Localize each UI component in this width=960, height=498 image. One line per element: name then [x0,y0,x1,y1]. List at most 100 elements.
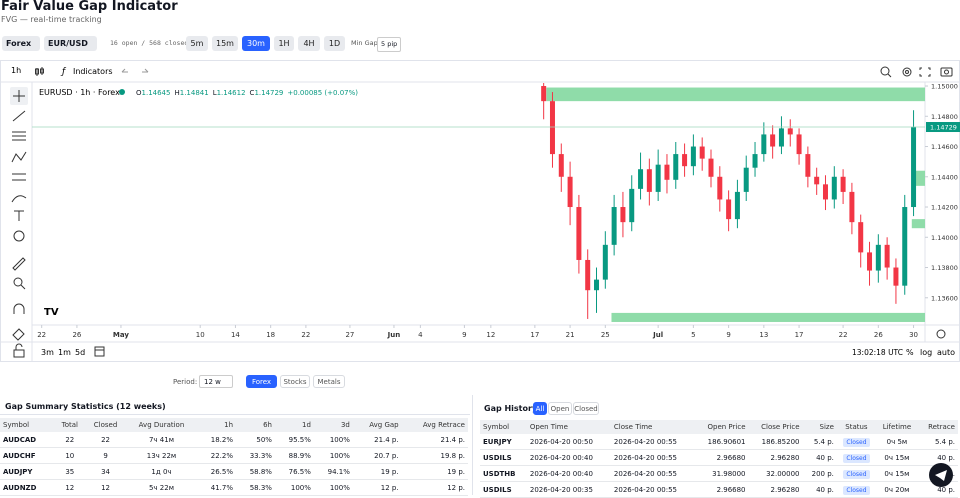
legend-label: C [250,89,255,97]
timeframe-button[interactable]: 1H [274,36,294,51]
scale-option[interactable]: auto [937,348,955,357]
table-cell: AUDCAD [0,432,55,448]
interval-button[interactable]: 1h [11,66,21,75]
timeframe-button[interactable]: 1D [324,36,345,51]
x-tick-label: 14 [231,331,240,339]
y-tick-label: 1.15000 [931,83,958,91]
x-tick-label: 27 [345,331,354,339]
range-button[interactable]: 5d [75,348,85,357]
date-range-icon[interactable] [94,346,105,357]
table-cell: Closed [836,465,876,482]
candle-body [585,259,591,291]
header-row: Symbol Open Time Close Time Open Price Close… [480,420,958,434]
table-cell: 2026-04-20 00:55 [610,481,695,498]
telegram-button[interactable] [928,462,954,488]
history-tab[interactable]: Open [548,402,572,415]
candle-body [778,128,784,147]
column-header: Retrace [917,420,958,434]
legend-value: 1.14612 [217,89,246,97]
candle-body [814,176,820,185]
x-tick-label: 13 [759,331,768,339]
table-cell: 22 [54,432,86,448]
x-tick-label: 12 [486,331,495,339]
settings-icon[interactable] [936,329,946,339]
candle-body [884,244,890,268]
redo-icon[interactable] [142,68,149,73]
market-tab[interactable]: Forex [246,375,277,388]
undo-icon[interactable] [121,68,128,73]
column-header: Closed [85,418,126,432]
market-select[interactable]: Forex [2,36,40,51]
y-tick-label: 1.13600 [931,294,958,302]
legend-change: +0.00085 (+0.07%) [287,89,358,97]
table-cell: 21.4 p. [401,432,468,448]
timeframe-button[interactable]: 5m [186,36,208,51]
history-tab[interactable]: Closed [573,402,599,415]
column-header: Open Price [694,420,749,434]
candle-body [549,101,555,155]
x-tick-label: 22 [37,331,46,339]
market-tab[interactable]: Metals [313,375,345,388]
table-cell: 19 p. [352,463,402,480]
drawing-tools[interactable] [10,87,28,358]
table-cell: AUDNZD [0,479,55,496]
table-cell: 2026-04-20 00:35 [526,481,611,498]
table-cell: 186.85200 [748,434,803,450]
candle-body [822,184,828,200]
indicators-button[interactable]: Indicators [73,67,113,76]
status-badge: Closed [843,437,870,447]
indicators-icon[interactable]: ƒ [60,67,67,77]
table-cell: 0ч 5м [875,434,918,450]
toolbar-right-icons[interactable] [880,66,953,78]
table-cell: 32.00000 [748,465,803,482]
table-cell: 40 p. [802,481,837,498]
price-tag-label: 1.14729 [930,124,957,132]
period-select[interactable]: 12 w [199,375,233,388]
legend-value: 1.14645 [142,89,171,97]
candle-type-icon[interactable] [35,67,44,76]
table-cell: 200 p. [802,465,837,482]
scale-option[interactable]: log [920,348,932,357]
timeframe-button[interactable]: 4H [298,36,320,51]
timeframe-button[interactable]: 15m [212,36,238,51]
range-button[interactable]: 3m [41,348,54,357]
timeframe-button[interactable]: 30m [242,36,270,51]
x-tick-label: 5 [691,331,695,339]
table-cell: 1д 0ч [125,463,198,480]
candle-body [858,222,864,253]
scale-option[interactable]: % [906,348,914,357]
tv-logo: TV [44,307,59,318]
status-badge: Closed [843,453,870,463]
symbol-select[interactable]: EUR/USD [44,36,97,51]
candle-body [646,169,652,192]
candle-body [743,167,749,192]
min-gap-input[interactable]: 5 pip [377,37,402,52]
chart-footer: 3m 1m 5d 13:02:18 UTC% log auto [41,348,955,357]
summary-table: Symbol Total Closed Avg Duration 1h 6h 1d 3d Avg… [0,418,468,496]
candle-body [867,252,873,271]
x-tick-label: 30 [909,331,918,339]
column-header: Symbol [480,420,527,434]
range-button[interactable]: 1m [58,348,71,357]
summary-panel: Symbol Total Closed Avg Duration 1h 6h 1d 3d Avg… [0,414,470,496]
market-tab[interactable]: Stocks [280,375,310,388]
candle-body [761,134,767,155]
table-cell: 26.5% [197,463,236,480]
legend-label: L [213,89,217,97]
table-cell: 100% [313,432,353,448]
history-tab[interactable]: All [533,402,547,415]
column-header: Total [54,418,86,432]
legend-label: O [136,89,142,97]
legend-symbol: EURUSD · 1h · Forex [39,88,120,97]
x-tick-label: 25 [601,331,610,339]
table-cell: 12 [54,479,86,496]
gap-counts: 16 open / 568 closed [110,39,189,47]
column-header: Avg Retrace [401,418,468,432]
candle-body [805,154,811,177]
candle-body [576,207,582,260]
table-cell: 58.8% [236,463,275,480]
candle-body [708,158,714,177]
candle-body [726,199,732,220]
table-cell: 12 p. [401,479,468,496]
table-cell: 2026-04-20 00:40 [526,449,611,466]
